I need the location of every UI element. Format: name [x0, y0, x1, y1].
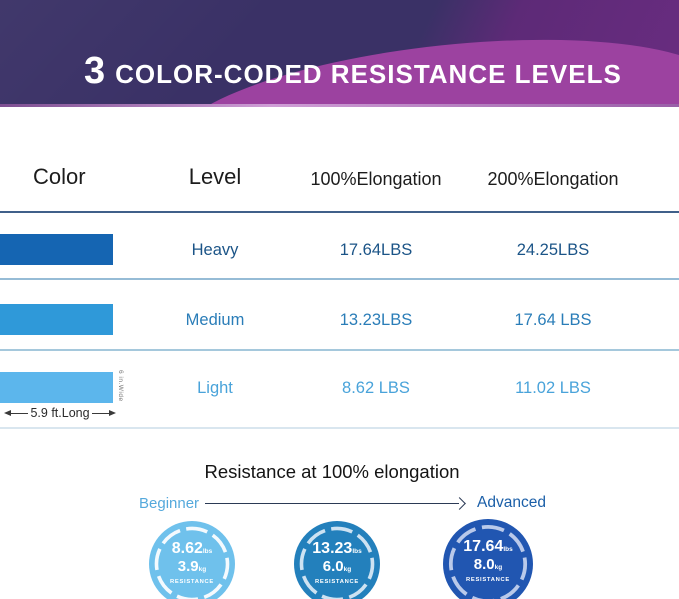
dimension-line [11, 412, 29, 414]
badge-lbs-unit: lbs [503, 546, 513, 553]
badge-lbs-value: 17.64 [463, 538, 504, 555]
badge-kg-unit: kg [198, 566, 207, 574]
column-header-100-elongation: 100%Elongation [310, 169, 442, 189]
badge-ring-circle [299, 526, 375, 599]
badge-caption: RESISTANCE [170, 578, 214, 585]
badge-lbs-unit: lbs [202, 548, 213, 555]
badge-lbs-unit: lbs [352, 548, 362, 555]
column-header-200-elongation: 200%Elongation [487, 169, 619, 189]
level-label-medium: Medium [185, 311, 245, 329]
level-label-light: Light [197, 379, 233, 397]
beginner-to-advanced-arrow-icon [205, 494, 466, 512]
value-100-medium: 13.23LBS [339, 311, 413, 329]
arrow-head [453, 496, 466, 510]
badge-kg-value: 6.0 [322, 558, 344, 576]
resistance-badge-heavy: 17.64lbs 8.0kg RESISTANCE [443, 519, 533, 599]
value-200-medium: 17.64 LBS [514, 311, 592, 329]
arrow-shaft [205, 502, 459, 504]
value-200-light: 11.02 LBS [515, 379, 591, 397]
badge-kg-unit: kg [343, 566, 352, 574]
badge-caption: RESISTANCE [466, 576, 510, 583]
band-length-label: 5.9 ft.Long [30, 406, 90, 420]
title-text: COLOR-CODED RESISTANCE LEVELS [115, 59, 622, 89]
row-separator-line [0, 278, 679, 280]
badge-dashed-ring-icon [299, 526, 375, 599]
badge-kg-value: 8.0 [473, 556, 495, 574]
row-separator-line [0, 427, 679, 429]
badge-lbs-value: 13.23 [312, 540, 353, 557]
bottom-section-title: Resistance at 100% elongation [204, 461, 460, 482]
header-separator-line [0, 211, 679, 213]
value-100-heavy: 17.64LBS [339, 241, 413, 259]
badge-kg-unit: kg [494, 564, 503, 572]
badge-caption: RESISTANCE [315, 578, 359, 585]
band-swatch-light [0, 372, 113, 403]
dimension-line [91, 412, 110, 414]
badge-kg-value: 3.9 [177, 558, 199, 576]
resistance-badge-light: 8.62lbs 3.9kg RESISTANCE [149, 521, 235, 599]
badge-text: 13.23lbs 6.0kg RESISTANCE [294, 540, 380, 585]
band-swatch-heavy [0, 234, 113, 265]
band-swatch-medium [0, 304, 113, 335]
beginner-label: Beginner [139, 495, 200, 512]
badge-dashed-ring-icon [448, 524, 528, 599]
page-title: 3 COLOR-CODED RESISTANCE LEVELS [84, 50, 622, 93]
badge-ring-circle [154, 526, 230, 599]
value-200-heavy: 24.25LBS [516, 241, 590, 259]
level-label-heavy: Heavy [191, 241, 239, 259]
row-separator-line [0, 349, 679, 351]
banner-bottom-edge [0, 104, 679, 107]
band-width-label: 6 in.Wide [117, 370, 124, 402]
badge-dashed-ring-icon [154, 526, 230, 599]
resistance-badge-medium: 13.23lbs 6.0kg RESISTANCE [294, 521, 380, 599]
badge-lbs-value: 8.62 [171, 540, 203, 557]
right-arrowhead-icon [109, 410, 117, 416]
column-header-color: Color [33, 164, 86, 189]
title-number: 3 [84, 50, 107, 92]
band-length-dimension: 5.9 ft.Long [4, 405, 117, 421]
header-banner: 3 COLOR-CODED RESISTANCE LEVELS [0, 0, 679, 107]
advanced-label: Advanced [477, 494, 546, 511]
left-arrowhead-icon [4, 410, 11, 416]
value-100-light: 8.62 LBS [342, 379, 410, 397]
badge-text: 17.64lbs 8.0kg RESISTANCE [443, 538, 533, 583]
badge-text: 8.62lbs 3.9kg RESISTANCE [149, 540, 235, 585]
column-header-level: Level [188, 164, 242, 189]
